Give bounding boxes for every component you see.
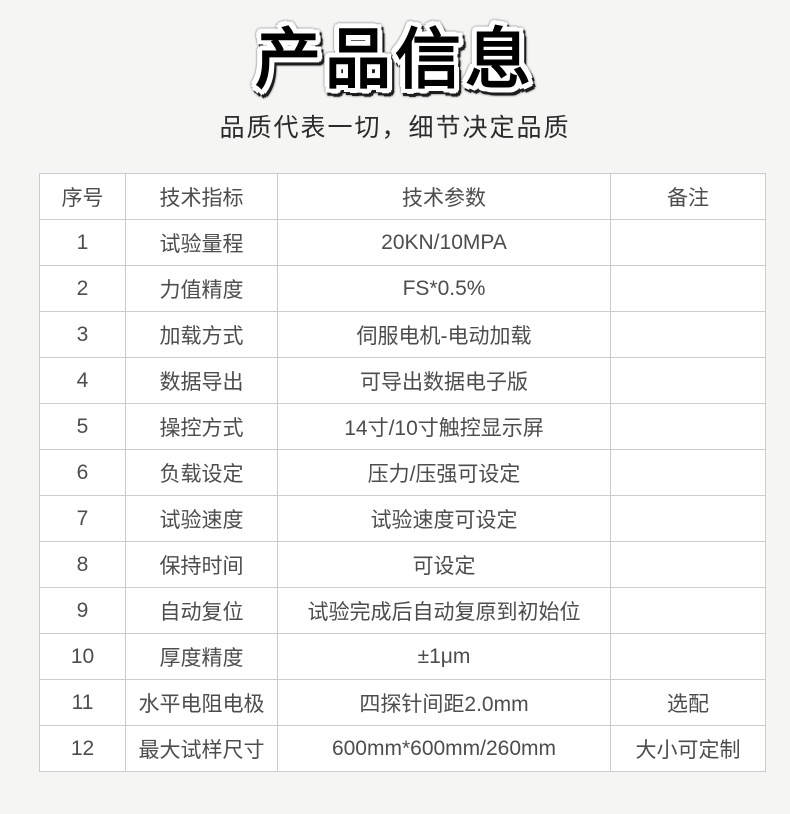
cell-indicator: 数据导出 (125, 357, 278, 404)
cell-indicator: 试验速度 (125, 495, 278, 542)
cell-no: 8 (39, 541, 126, 588)
cell-indicator: 水平电阻电极 (125, 679, 278, 726)
page-title-outline: 产品信息 (252, 22, 535, 96)
cell-note: 大小可定制 (610, 725, 766, 772)
cell-note (610, 541, 766, 588)
cell-parameter: ±1μm (277, 633, 611, 680)
column-header-no: 序号 (39, 173, 126, 220)
table-row: 7 试验速度 试验速度可设定 (39, 495, 766, 542)
cell-parameter: 试验速度可设定 (277, 495, 611, 542)
table-row: 11 水平电阻电极 四探针间距2.0mm 选配 (39, 679, 766, 726)
cell-indicator: 厚度精度 (125, 633, 278, 680)
table-row: 10 厚度精度 ±1μm (39, 633, 766, 680)
table-row: 3 加载方式 伺服电机-电动加载 (39, 311, 766, 358)
column-header-indicator: 技术指标 (125, 173, 278, 220)
page-title-text: 产品信息 (255, 22, 535, 96)
table-row: 4 数据导出 可导出数据电子版 (39, 357, 766, 404)
table-row: 9 自动复位 试验完成后自动复原到初始位 (39, 587, 766, 634)
cell-note (610, 265, 766, 312)
cell-note (610, 219, 766, 266)
cell-note (610, 311, 766, 358)
cell-no: 1 (39, 219, 126, 266)
cell-indicator: 试验量程 (125, 219, 278, 266)
title-area: 产品信息 产品信息 品质代表一切，细节决定品质 (0, 0, 790, 144)
cell-no: 11 (39, 679, 126, 726)
cell-note: 选配 (610, 679, 766, 726)
cell-indicator: 加载方式 (125, 311, 278, 358)
cell-parameter: FS*0.5% (277, 265, 611, 312)
cell-note (610, 633, 766, 680)
cell-parameter: 试验完成后自动复原到初始位 (277, 587, 611, 634)
cell-note (610, 403, 766, 450)
cell-note (610, 495, 766, 542)
table-row: 2 力值精度 FS*0.5% (39, 265, 766, 312)
column-header-parameter: 技术参数 (277, 173, 611, 220)
cell-no: 6 (39, 449, 126, 496)
cell-no: 12 (39, 725, 126, 772)
cell-note (610, 357, 766, 404)
cell-no: 2 (39, 265, 126, 312)
cell-parameter: 四探针间距2.0mm (277, 679, 611, 726)
cell-indicator: 保持时间 (125, 541, 278, 588)
table-row: 5 操控方式 14寸/10寸触控显示屏 (39, 403, 766, 450)
cell-indicator: 力值精度 (125, 265, 278, 312)
cell-parameter: 可设定 (277, 541, 611, 588)
cell-parameter: 伺服电机-电动加载 (277, 311, 611, 358)
cell-no: 10 (39, 633, 126, 680)
cell-parameter: 20KN/10MPA (277, 219, 611, 266)
table-row: 1 试验量程 20KN/10MPA (39, 219, 766, 266)
cell-indicator: 最大试样尺寸 (125, 725, 278, 772)
cell-indicator: 操控方式 (125, 403, 278, 450)
page-title: 产品信息 产品信息 (252, 22, 535, 96)
cell-no: 3 (39, 311, 126, 358)
cell-parameter: 14寸/10寸触控显示屏 (277, 403, 611, 450)
cell-no: 4 (39, 357, 126, 404)
cell-parameter: 压力/压强可设定 (277, 449, 611, 496)
table-row: 6 负载设定 压力/压强可设定 (39, 449, 766, 496)
cell-indicator: 自动复位 (125, 587, 278, 634)
table-row: 8 保持时间 可设定 (39, 541, 766, 588)
cell-parameter: 600mm*600mm/260mm (277, 725, 611, 772)
cell-no: 7 (39, 495, 126, 542)
spec-table: 序号 技术指标 技术参数 备注 1 试验量程 20KN/10MPA 2 力值精度… (39, 173, 766, 772)
cell-indicator: 负载设定 (125, 449, 278, 496)
cell-no: 9 (39, 587, 126, 634)
cell-parameter: 可导出数据电子版 (277, 357, 611, 404)
cell-note (610, 587, 766, 634)
cell-note (610, 449, 766, 496)
table-header-row: 序号 技术指标 技术参数 备注 (39, 173, 766, 220)
cell-no: 5 (39, 403, 126, 450)
page-subtitle: 品质代表一切，细节决定品质 (219, 114, 571, 142)
table-row: 12 最大试样尺寸 600mm*600mm/260mm 大小可定制 (39, 725, 766, 772)
column-header-note: 备注 (610, 173, 766, 220)
